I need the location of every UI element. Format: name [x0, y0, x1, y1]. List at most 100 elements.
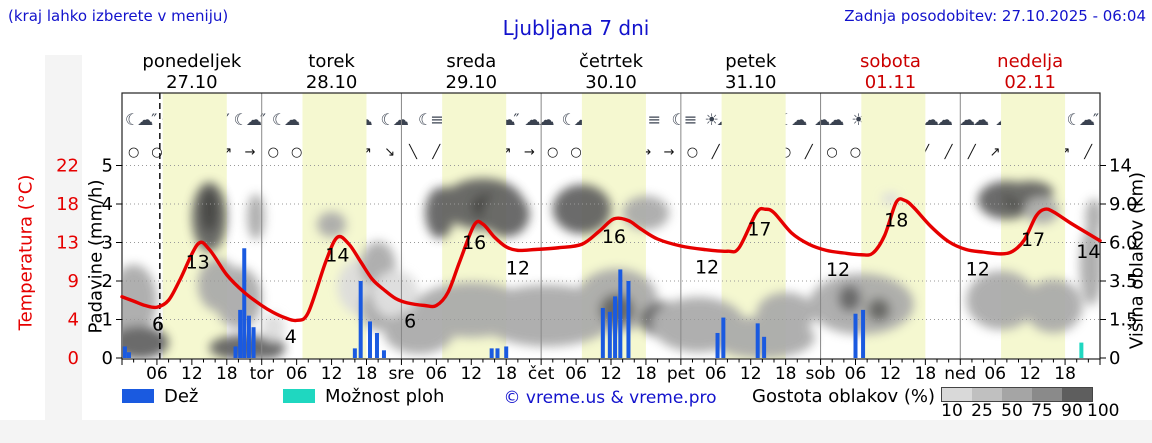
rain-bar: [504, 346, 509, 358]
rain-bar: [242, 248, 247, 358]
cloud-density-legend-label: Gostota oblakov (%): [752, 386, 936, 407]
left-gutter-strip: [45, 55, 82, 443]
day-name: nedelja: [997, 51, 1064, 72]
precipitation-bars: [122, 248, 1084, 358]
cloud-density-scale-label: 25: [971, 401, 993, 421]
rain-bar: [618, 269, 623, 358]
četrtek: četrtek 30.10: [541, 51, 681, 94]
hour-label: 06: [426, 364, 448, 384]
rain-bar: [715, 332, 720, 358]
moon-cloud-rain-icon: ☾☁″: [233, 109, 266, 129]
day-abbrev-label: sob: [806, 364, 836, 384]
temp-tick-label: 0: [68, 348, 79, 369]
day-date: 31.10: [724, 71, 777, 93]
rain-bar: [233, 346, 238, 358]
showers-legend-label: Možnost ploh: [325, 386, 445, 407]
cloud-blob: [250, 336, 285, 358]
wind-barb-icon: ○: [267, 144, 279, 160]
sreda: sreda 29.10: [401, 51, 541, 94]
last-update-text: Zadnja posodobitev: 27.10.2025 - 06:04: [844, 7, 1146, 25]
cloud-blob: [247, 193, 265, 240]
precip-tick-label: 4: [102, 194, 113, 215]
clouds-icon: ☁☁: [959, 109, 989, 129]
cloud-density-scale-cell: [1002, 388, 1032, 401]
temperature-value-label: 16: [602, 226, 626, 248]
hour-label: 06: [845, 364, 867, 384]
day-name: četrtek: [579, 51, 643, 72]
nedelja: nedelja 02.11: [960, 51, 1100, 94]
cloud-density-scale-label: 75: [1031, 401, 1053, 421]
temperature-value-label: 13: [186, 251, 210, 273]
rain-bar: [246, 315, 251, 358]
wind-barb-icon: ○: [686, 144, 699, 160]
page-title: Ljubljana 7 dni: [502, 16, 650, 40]
rain-legend-swatch: [122, 389, 154, 403]
hour-label: 06: [984, 364, 1006, 384]
temperature-value-label: 6: [152, 314, 164, 336]
cloud-blob: [372, 270, 419, 319]
rain-bar: [251, 327, 256, 358]
moon-fog-icon: ☾≡: [417, 109, 444, 129]
sobota: sobota 01.11: [821, 51, 961, 94]
day-date: 30.10: [585, 71, 637, 93]
cloud-blob: [261, 312, 285, 342]
temperature-value-label: 4: [285, 326, 297, 348]
day-abbrev-label: ned: [944, 364, 976, 384]
wind-barb-icon: ○: [290, 144, 303, 160]
rain-bar: [495, 348, 500, 358]
hour-label: 12: [181, 364, 203, 384]
day-date: 02.11: [1004, 71, 1056, 93]
temperature-value-label: 14: [1076, 241, 1100, 263]
cloud-blob: [1079, 225, 1099, 306]
day-abbrev-label: pet: [667, 364, 695, 384]
hour-label: 06: [565, 364, 587, 384]
temp-tick-label: 9: [68, 271, 79, 292]
day-header-row: ponedeljek 27.10 torek 28.10 sreda 29.10…: [122, 51, 1100, 94]
credit-link[interactable]: © vreme.us & vreme.pro: [503, 388, 717, 408]
rain-bar: [358, 281, 363, 358]
wind-barb-icon: ↗: [989, 144, 1001, 160]
cloud-blob: [482, 191, 530, 237]
height-tick-label: 0: [1109, 348, 1120, 369]
hour-label: 18: [216, 364, 238, 384]
rain-bar: [352, 348, 357, 358]
cloud-blob: [838, 284, 862, 312]
temperature-value-label: 14: [325, 244, 349, 266]
rain-legend-label: Dež: [164, 386, 199, 407]
cloud-density-scale-label: 100: [1087, 401, 1120, 421]
petek: petek 31.10: [681, 51, 821, 94]
hour-label: 12: [880, 364, 902, 384]
x-axis-labels: 06 12 18 tor 06 12 18 sre 06 12 18 čet 06 12 18 pet 06 12…: [146, 364, 1076, 384]
cloud-density-scale-cell: [942, 388, 972, 401]
cloud-blob: [966, 270, 1036, 330]
temperature-value-label: 12: [966, 258, 990, 280]
wind-barb-icon: ╱: [711, 144, 720, 160]
wind-barb-icon: ○: [826, 144, 838, 160]
wind-barb-icon: →: [663, 144, 675, 160]
rain-bar: [374, 332, 379, 358]
torek: torek 28.10: [262, 51, 402, 94]
day-date: 01.11: [864, 71, 917, 93]
temperature-labels: 6 13 4 14 6 16 12 16 12 17 12 18 12 17 14: [152, 209, 1100, 348]
height-tick-label: 3.5: [1109, 271, 1138, 292]
hour-label: 18: [915, 364, 937, 384]
rain-bar: [367, 321, 372, 358]
cloud-density-scale-cell: [1032, 388, 1062, 401]
cloud-blob: [756, 292, 815, 336]
temperature-value-label: 16: [462, 232, 486, 254]
cloud-blob: [200, 188, 219, 233]
cloud-blob: [215, 267, 262, 330]
precip-tick-label: 1: [102, 310, 113, 331]
wind-barb-icon: ○: [849, 144, 862, 160]
hour-label: 18: [1054, 364, 1076, 384]
axis-labels: 5 4 3 2 1 0 22 18 13 9 4 0 14 9.0 6.0 3.5 1.5 0: [56, 156, 1138, 370]
hour-label: 18: [356, 364, 378, 384]
cloud-density-scale-label: 90: [1061, 401, 1083, 421]
wind-barb-icon: ╲: [409, 144, 417, 160]
wind-barb-icon: ╱: [432, 144, 441, 160]
hour-label: 18: [495, 364, 517, 384]
day-date: 29.10: [445, 71, 498, 93]
rain-bar: [600, 307, 605, 358]
day-name: torek: [308, 51, 355, 72]
